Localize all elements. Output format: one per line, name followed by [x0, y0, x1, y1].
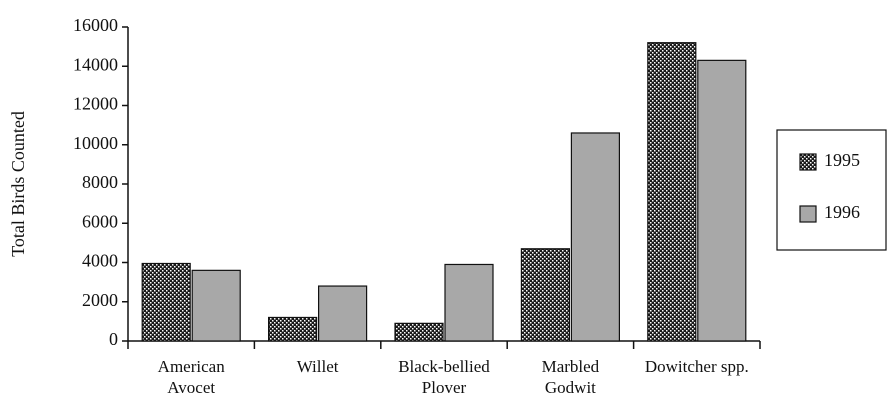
- bar: [697, 59, 747, 342]
- bar: [318, 285, 368, 342]
- x-tick-label: Willet: [296, 357, 339, 376]
- y-tick-label: 16000: [73, 15, 118, 35]
- y-tick-label: 14000: [73, 54, 118, 74]
- legend-swatch: [799, 153, 817, 171]
- y-tick-label: 12000: [73, 94, 118, 114]
- legend-box: [776, 129, 887, 251]
- y-tick-label: 2000: [82, 290, 118, 310]
- bar: [647, 42, 697, 342]
- legend-swatch: [799, 205, 817, 223]
- y-tick-label: 10000: [73, 133, 118, 153]
- legend-label: 1995: [824, 150, 860, 170]
- x-tick-label: American Avocet: [157, 357, 225, 397]
- x-tick-label: Black-bellied Plover: [398, 357, 490, 397]
- bar: [191, 269, 241, 342]
- y-tick-label: 0: [109, 329, 118, 349]
- legend-label: 1996: [824, 202, 860, 222]
- y-tick-label: 6000: [82, 211, 118, 231]
- bar: [394, 322, 444, 342]
- y-axis-title: Total Birds Counted: [8, 111, 28, 257]
- bar: [141, 262, 191, 342]
- bar: [444, 263, 494, 342]
- x-tick-label: Marbled Godwit: [541, 357, 600, 397]
- bar: [268, 316, 318, 342]
- bar: [520, 248, 571, 342]
- bar: [570, 132, 621, 342]
- x-tick-label: Dowitcher spp.: [644, 357, 749, 376]
- y-tick-label: 8000: [82, 172, 118, 192]
- y-tick-label: 4000: [82, 251, 118, 271]
